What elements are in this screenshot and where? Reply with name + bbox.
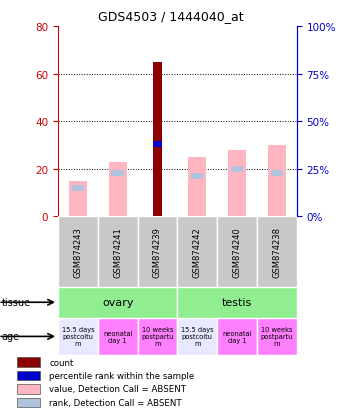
Bar — [152, 142, 162, 147]
Bar — [228, 150, 246, 217]
Text: 15.5 days
postcoitu
m: 15.5 days postcoitu m — [61, 327, 94, 347]
Bar — [177, 217, 217, 287]
Bar — [17, 357, 40, 367]
Text: neonatal
day 1: neonatal day 1 — [222, 330, 252, 343]
Text: rank, Detection Call = ABSENT: rank, Detection Call = ABSENT — [49, 398, 182, 407]
Bar — [58, 217, 98, 287]
Text: tissue: tissue — [2, 297, 31, 308]
Text: GSM874242: GSM874242 — [193, 227, 202, 277]
Bar — [98, 318, 137, 355]
Text: age: age — [2, 332, 20, 342]
Text: GDS4503 / 1444040_at: GDS4503 / 1444040_at — [98, 10, 243, 23]
Text: 10 weeks
postpartu
m: 10 weeks postpartu m — [261, 327, 293, 347]
Bar — [98, 217, 137, 287]
Bar — [268, 145, 286, 217]
Bar — [137, 318, 177, 355]
Bar — [217, 217, 257, 287]
Bar — [58, 318, 98, 355]
Bar — [177, 318, 217, 355]
Bar — [217, 318, 257, 355]
Text: neonatal
day 1: neonatal day 1 — [103, 330, 132, 343]
Text: GSM874241: GSM874241 — [113, 227, 122, 277]
Bar — [257, 318, 297, 355]
Text: ovary: ovary — [102, 297, 133, 308]
Bar — [17, 384, 40, 394]
Text: GSM874243: GSM874243 — [73, 227, 83, 277]
Bar — [188, 157, 206, 217]
Text: GSM874239: GSM874239 — [153, 227, 162, 277]
Bar — [17, 398, 40, 407]
Text: GSM874240: GSM874240 — [233, 227, 241, 277]
Bar — [191, 174, 204, 180]
Bar — [270, 170, 283, 176]
Bar — [109, 162, 127, 217]
Text: count: count — [49, 358, 74, 367]
Bar — [257, 217, 297, 287]
Text: testis: testis — [222, 297, 252, 308]
Bar — [69, 181, 87, 217]
Text: 15.5 days
postcoitu
m: 15.5 days postcoitu m — [181, 327, 213, 347]
Bar — [58, 287, 177, 318]
Bar — [112, 170, 124, 176]
Bar — [137, 217, 177, 287]
Bar — [177, 287, 297, 318]
Bar — [72, 185, 84, 191]
Text: 10 weeks
postpartu
m: 10 weeks postpartu m — [141, 327, 174, 347]
Bar — [231, 166, 243, 172]
Text: GSM874238: GSM874238 — [272, 226, 281, 278]
Text: value, Detection Call = ABSENT: value, Detection Call = ABSENT — [49, 385, 187, 394]
Bar — [152, 62, 162, 217]
Bar — [17, 371, 40, 380]
Text: percentile rank within the sample: percentile rank within the sample — [49, 371, 195, 380]
